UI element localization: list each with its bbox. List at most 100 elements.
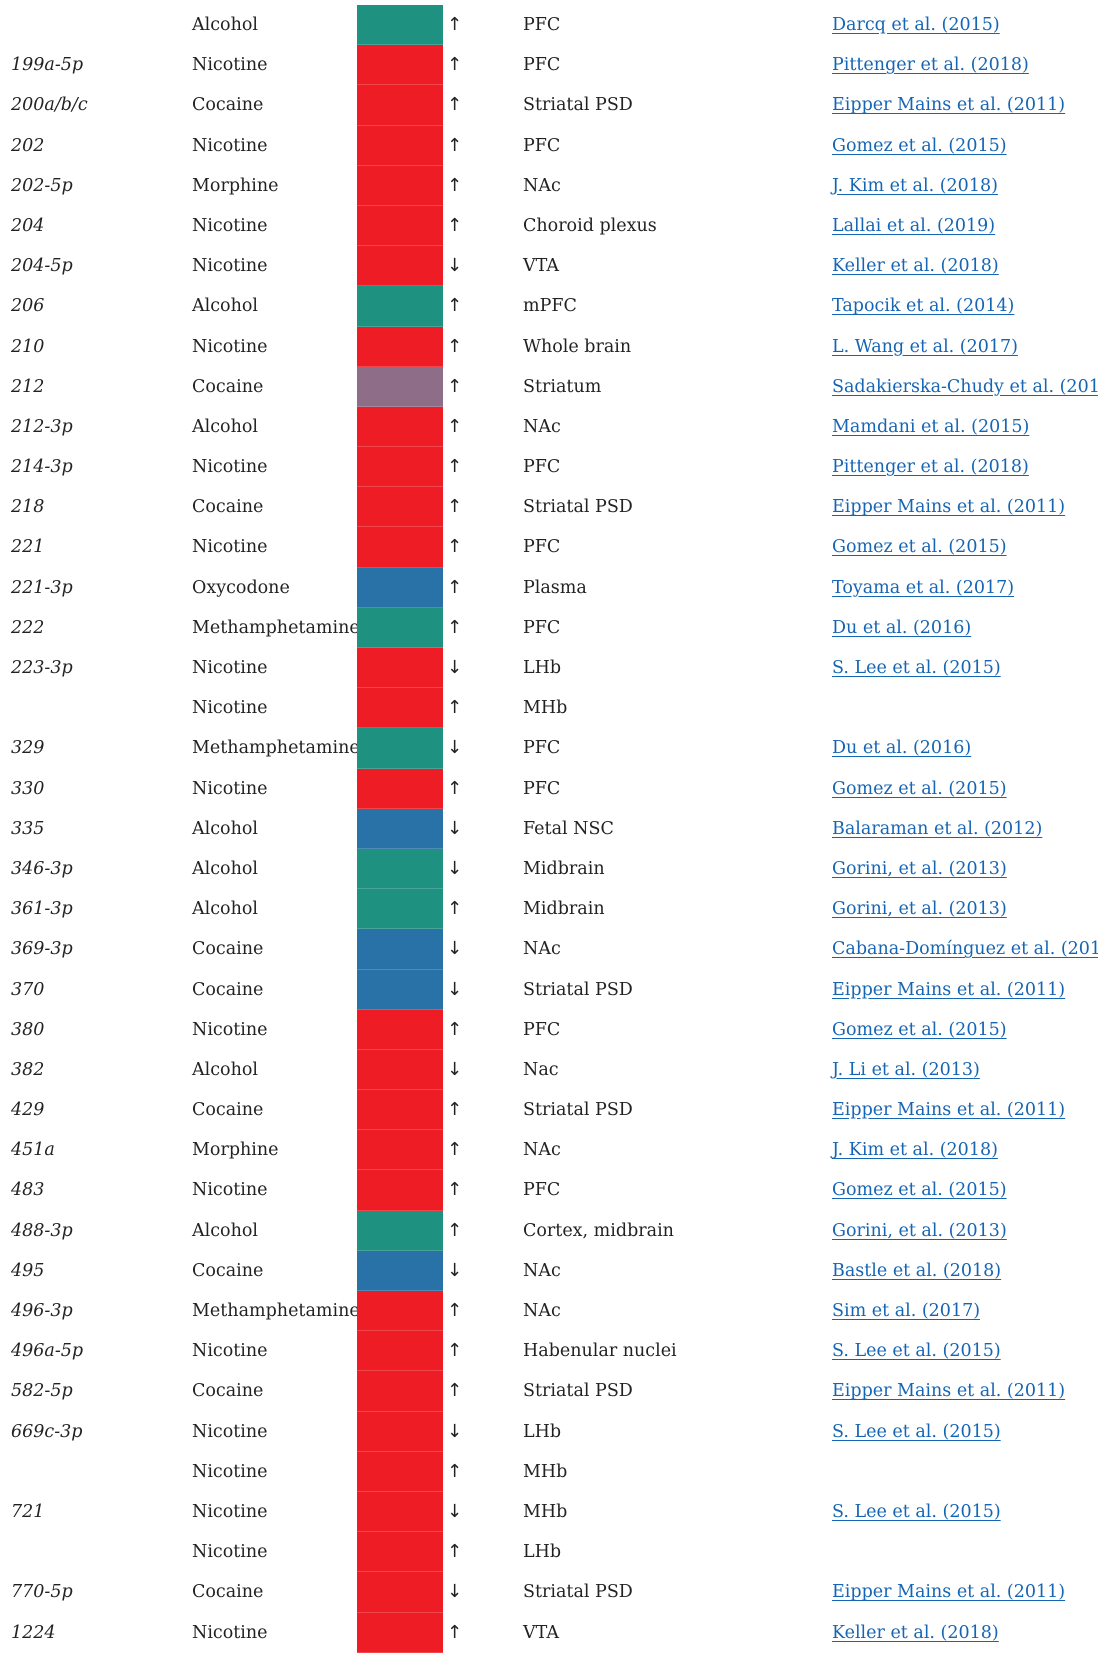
reference-link[interactable]: Gorini, et al. (2013): [832, 858, 1007, 879]
reference-link[interactable]: Du et al. (2016): [832, 738, 972, 759]
reference-link[interactable]: Gomez et al. (2015): [832, 537, 1007, 558]
reference-link[interactable]: Sadakierska-Chudy et al. (2017): [832, 376, 1098, 397]
reference-link[interactable]: S. Lee et al. (2015): [832, 658, 1001, 678]
table-row: 451a Morphine ↑ NAc J. Kim et al. (2018): [0, 1130, 1098, 1171]
reference-link[interactable]: Gomez et al. (2015): [832, 135, 1007, 156]
reference-link[interactable]: Pittenger et al. (2018): [832, 457, 1029, 478]
table-row: 1224 Nicotine ↑ VTA Keller et al. (2018): [0, 1612, 1098, 1653]
reference-link[interactable]: Darcq et al. (2015): [832, 15, 1000, 35]
table-row: 370 Cocaine ↓ Striatal PSD Eipper Mains et a…: [0, 969, 1098, 1010]
color-swatch: [357, 85, 443, 126]
drug-cell: Cocaine: [192, 1100, 264, 1121]
arrow-up-icon: ↑: [447, 1018, 463, 1040]
reference-link[interactable]: Du et al. (2016): [832, 617, 972, 638]
mirna-id-cell: 346-3p: [11, 858, 73, 879]
table-row: 218 Cocaine ↑ Striatal PSD Eipper Mains et a…: [0, 487, 1098, 528]
color-swatch: [357, 326, 443, 367]
drug-cell: Morphine: [192, 175, 279, 196]
reference-link[interactable]: Toyama et al. (2017): [832, 577, 1015, 598]
drug-cell: Nicotine: [192, 1180, 268, 1201]
reference-link[interactable]: S. Lee et al. (2015): [832, 1421, 1001, 1442]
mirna-id-cell: 382: [11, 1059, 45, 1080]
mirna-id-cell: 369-3p: [11, 939, 73, 960]
arrow-up-icon: ↑: [447, 1340, 463, 1362]
arrow-up-icon: ↑: [447, 496, 463, 518]
reference-link[interactable]: Eipper Mains et al. (2011): [832, 1582, 1066, 1603]
table-row: 202-5p Morphine ↑ NAc J. Kim et al. (2018): [0, 165, 1098, 206]
arrow-up-icon: ↑: [447, 295, 463, 317]
drug-cell: Alcohol: [192, 1059, 258, 1080]
color-swatch: [357, 205, 443, 247]
reference-link[interactable]: Eipper Mains et al. (2011): [832, 1381, 1066, 1402]
table-row: 335 Alcohol ↓ Fetal NSC Balaraman et al. (20…: [0, 808, 1098, 849]
color-swatch: [357, 929, 443, 970]
arrow-down-icon: ↓: [447, 737, 463, 759]
drug-cell: Cocaine: [192, 1260, 264, 1281]
arrow-up-icon: ↑: [447, 14, 463, 35]
mirna-id-cell: 214-3p: [11, 457, 73, 478]
mirna-id-cell: 488-3p: [11, 1220, 73, 1241]
mirna-id-cell: 451a: [11, 1140, 55, 1161]
reference-link[interactable]: Eipper Mains et al. (2011): [832, 979, 1066, 1000]
table-row: 222 Methamphetamine ↑ PFC Du et al. (2016): [0, 607, 1098, 648]
mirna-id-cell: 429: [11, 1100, 45, 1121]
reference-link[interactable]: Pittenger et al. (2018): [832, 55, 1029, 76]
drug-cell: Nicotine: [192, 135, 268, 156]
reference-link[interactable]: Keller et al. (2018): [832, 1622, 999, 1643]
color-swatch: [357, 889, 443, 930]
table-row: 483 Nicotine ↑ PFC Gomez et al. (2015): [0, 1170, 1098, 1211]
reference-link[interactable]: Tapocik et al. (2014): [832, 296, 1015, 317]
reference-link[interactable]: S. Lee et al. (2015): [832, 1341, 1001, 1362]
arrow-up-icon: ↑: [447, 214, 463, 236]
table-row: 223-3p Nicotine ↓ LHb S. Lee et al. (2015): [0, 648, 1098, 689]
reference-link[interactable]: Sim et al. (2017): [832, 1301, 981, 1321]
mirna-id-cell: 483: [11, 1180, 45, 1201]
color-swatch: [357, 808, 443, 849]
reference-link[interactable]: Cabana-Domínguez et al. (2018): [832, 939, 1098, 960]
reference-link[interactable]: Gorini, et al. (2013): [832, 1220, 1007, 1241]
arrow-up-icon: ↑: [447, 1139, 463, 1161]
reference-link[interactable]: Eipper Mains et al. (2011): [832, 497, 1066, 518]
reference-link[interactable]: J. Kim et al. (2018): [832, 1140, 998, 1161]
color-swatch: [357, 1170, 443, 1211]
table-row: 361-3p Alcohol ↑ Midbrain Gorini, et al. (20…: [0, 889, 1098, 930]
table-row: 369-3p Cocaine ↓ NAc Cabana-Domínguez et al.…: [0, 929, 1098, 970]
reference-link[interactable]: J. Li et al. (2013): [832, 1059, 980, 1080]
reference-link[interactable]: Balaraman et al. (2012): [832, 818, 1043, 839]
reference-link[interactable]: Gomez et al. (2015): [832, 1180, 1007, 1201]
reference-link[interactable]: Mamdani et al. (2015): [832, 416, 1030, 437]
mirna-id-cell: 770-5p: [11, 1582, 73, 1603]
table-row: 204-5p Nicotine ↓ VTA Keller et al. (2018): [0, 246, 1098, 287]
color-swatch: [357, 366, 443, 407]
reference-link[interactable]: Bastle et al. (2018): [832, 1260, 1002, 1281]
drug-cell: Alcohol: [192, 1220, 258, 1241]
table-row: 206 Alcohol ↑ mPFC Tapocik et al. (2014): [0, 286, 1098, 327]
drug-cell: Nicotine: [192, 1622, 268, 1643]
brain-region-cell: Striatal PSD: [523, 1100, 633, 1121]
mirna-id-cell: 361-3p: [11, 899, 73, 920]
reference-link[interactable]: Eipper Mains et al. (2011): [832, 95, 1066, 116]
mirna-id-cell: 380: [11, 1019, 45, 1040]
color-swatch: [357, 487, 443, 528]
reference-link[interactable]: S. Lee et al. (2015): [832, 1501, 1001, 1522]
table-row: 496-3p Methamphetamine ↑ NAc Sim et al. (201…: [0, 1291, 1098, 1332]
reference-link[interactable]: Gomez et al. (2015): [832, 778, 1007, 799]
reference-link[interactable]: Keller et al. (2018): [832, 256, 999, 277]
color-swatch: [357, 406, 443, 448]
brain-region-cell: NAc: [523, 1260, 561, 1281]
reference-link[interactable]: Gorini, et al. (2013): [832, 899, 1007, 920]
reference-link[interactable]: Eipper Mains et al. (2011): [832, 1100, 1066, 1121]
table-row: 770-5p Cocaine ↓ Striatal PSD Eipper Mains e…: [0, 1572, 1098, 1613]
color-swatch: [357, 1612, 443, 1653]
reference-link[interactable]: J. Kim et al. (2018): [832, 175, 998, 196]
arrow-down-icon: ↓: [447, 857, 463, 879]
brain-region-cell: PFC: [523, 135, 561, 156]
table-row: 212-3p Alcohol ↑ NAc Mamdani et al. (2015): [0, 406, 1098, 448]
drug-cell: Methamphetamine: [192, 617, 360, 638]
brain-region-cell: Whole brain: [523, 336, 632, 357]
brain-region-cell: Striatal PSD: [523, 979, 633, 1000]
reference-link[interactable]: Lallai et al. (2019): [832, 215, 996, 236]
reference-link[interactable]: Gomez et al. (2015): [832, 1019, 1007, 1040]
reference-link[interactable]: L. Wang et al. (2017): [832, 336, 1018, 357]
color-swatch: [357, 5, 443, 46]
